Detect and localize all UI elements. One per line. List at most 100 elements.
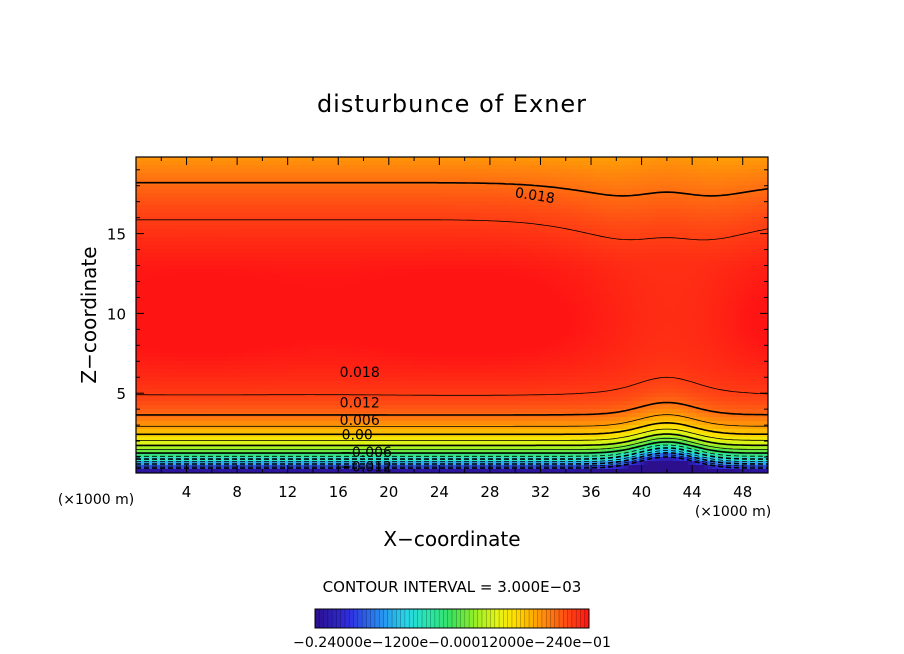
field-cell: [564, 213, 568, 217]
field-cell: [280, 249, 284, 253]
field-cell: [212, 189, 216, 193]
field-cell: [564, 229, 568, 233]
field-cell: [368, 217, 372, 221]
field-cell: [376, 161, 380, 165]
field-cell: [232, 173, 236, 177]
field-cell: [304, 189, 308, 193]
field-cell: [180, 269, 184, 273]
field-cell: [164, 257, 168, 261]
field-cell: [428, 165, 432, 169]
field-cell: [372, 229, 376, 233]
field-cell: [756, 165, 760, 169]
field-cell: [532, 233, 536, 237]
field-cell: [712, 245, 716, 249]
field-cell: [696, 161, 700, 165]
field-cell: [612, 185, 616, 189]
field-cell: [204, 237, 208, 241]
field-cell: [664, 233, 668, 237]
field-cell: [612, 221, 616, 225]
field-cell: [180, 265, 184, 269]
field-cell: [300, 213, 304, 217]
field-cell: [176, 201, 180, 205]
field-cell: [672, 265, 676, 269]
field-cell: [568, 209, 572, 213]
field-cell: [420, 173, 424, 177]
field-cell: [304, 205, 308, 209]
field-cell: [504, 241, 508, 245]
field-cell: [680, 177, 684, 181]
field-cell: [576, 205, 580, 209]
field-cell: [192, 233, 196, 237]
field-cell: [708, 173, 712, 177]
field-cell: [448, 265, 452, 269]
field-cell: [168, 257, 172, 261]
field-cell: [584, 177, 588, 181]
field-cell: [644, 249, 648, 253]
field-cell: [684, 273, 688, 277]
field-cell: [668, 249, 672, 253]
field-cell: [508, 237, 512, 241]
field-cell: [440, 213, 444, 217]
field-cell: [468, 237, 472, 241]
field-cell: [716, 209, 720, 213]
field-cell: [164, 161, 168, 165]
field-cell: [752, 213, 756, 217]
field-cell: [480, 169, 484, 173]
field-cell: [316, 245, 320, 249]
field-cell: [268, 261, 272, 265]
field-cell: [344, 209, 348, 213]
field-cell: [660, 197, 664, 201]
field-cell: [412, 205, 416, 209]
field-cell: [304, 237, 308, 241]
field-cell: [316, 277, 320, 281]
field-cell: [388, 185, 392, 189]
field-cell: [428, 277, 432, 281]
field-cell: [296, 229, 300, 233]
field-cell: [372, 185, 376, 189]
field-cell: [512, 281, 516, 285]
field-cell: [148, 229, 152, 233]
field-cell: [496, 237, 500, 241]
field-cell: [340, 241, 344, 245]
field-cell: [596, 201, 600, 205]
field-cell: [748, 237, 752, 241]
field-cell: [272, 237, 276, 241]
field-cell: [376, 237, 380, 241]
field-cell: [580, 193, 584, 197]
field-cell: [616, 217, 620, 221]
field-cell: [184, 269, 188, 273]
field-cell: [176, 193, 180, 197]
field-cell: [276, 209, 280, 213]
field-cell: [440, 201, 444, 205]
field-cell: [456, 229, 460, 233]
field-cell: [612, 273, 616, 277]
field-cell: [668, 245, 672, 249]
field-cell: [304, 209, 308, 213]
field-cell: [688, 189, 692, 193]
field-cell: [756, 245, 760, 249]
field-cell: [496, 161, 500, 165]
field-cell: [708, 277, 712, 281]
field-cell: [432, 261, 436, 265]
field-cell: [500, 249, 504, 253]
field-cell: [712, 205, 716, 209]
field-cell: [364, 273, 368, 277]
field-cell: [224, 209, 228, 213]
field-cell: [192, 257, 196, 261]
field-cell: [604, 221, 608, 225]
field-cell: [616, 185, 620, 189]
field-cell: [556, 213, 560, 217]
field-cell: [652, 197, 656, 201]
field-cell: [252, 201, 256, 205]
field-cell: [212, 257, 216, 261]
field-cell: [360, 249, 364, 253]
field-cell: [572, 245, 576, 249]
field-cell: [188, 257, 192, 261]
field-cell: [708, 237, 712, 241]
field-cell: [632, 249, 636, 253]
field-cell: [584, 209, 588, 213]
field-cell: [316, 165, 320, 169]
field-cell: [584, 249, 588, 253]
field-cell: [296, 245, 300, 249]
field-cell: [180, 157, 184, 161]
